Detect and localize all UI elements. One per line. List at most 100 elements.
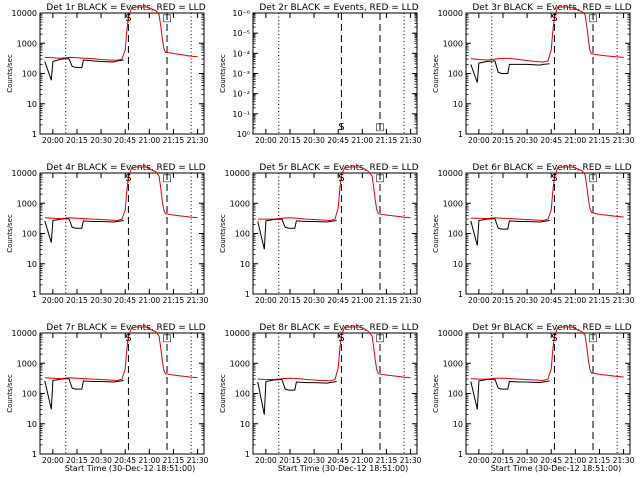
x-tick-label: 20:15 [66, 296, 88, 305]
plot-frame [252, 172, 418, 295]
y-axis-label: Counts/sec [432, 54, 440, 93]
time-marker-symbol: S [125, 13, 131, 24]
x-tick-label: 20:45 [540, 296, 562, 305]
x-tick-label: 20:30 [303, 136, 325, 145]
y-tick-label: 1 [32, 450, 37, 459]
x-tick-label: 20:30 [516, 136, 538, 145]
y-tick-label: 10000 [225, 169, 250, 178]
x-tick-label: 21:00 [352, 136, 374, 145]
y-tick-label: 10000 [12, 169, 37, 178]
plot-frame [252, 332, 418, 455]
x-axis-label: Start Time (30-Dec-12 18:51:00) [278, 464, 409, 473]
time-marker-symbol: □ [588, 333, 597, 344]
x-tick-label: 20:45 [327, 456, 349, 465]
chart-panel-7: Det 7r BLACK = Events, RED = LLD Counts/s… [6, 323, 209, 473]
chart-panel-1: Det 1r BLACK = Events, RED = LLD Counts/s… [6, 3, 209, 145]
time-marker-symbol: □ [588, 173, 597, 184]
x-tick-label: 21:15 [589, 456, 611, 465]
y-axis-label: Counts/sec [6, 54, 14, 93]
y-axis-label: Counts/sec [219, 374, 227, 413]
x-tick-label: 21:30 [187, 136, 209, 145]
x-tick-label: 20:00 [255, 456, 277, 465]
plot-frame [39, 12, 205, 135]
x-tick-label: 21:15 [163, 456, 185, 465]
y-tick-label: 1 [32, 130, 37, 139]
y-tick-label: 1000 [443, 199, 463, 208]
y-tick-label: 10 [240, 420, 250, 429]
y-axis-label: Counts/sec [219, 54, 227, 93]
time-marker-symbol: S [125, 333, 131, 344]
y-tick-label: 1000 [443, 39, 463, 48]
y-tick-label: 10 [27, 100, 37, 109]
lld-series-line [257, 166, 411, 222]
y-tick-label: 10000 [225, 329, 250, 338]
time-marker-symbol: □ [162, 13, 171, 24]
x-tick-label: 20:30 [90, 456, 112, 465]
y-axis-label: Counts/sec [6, 374, 14, 413]
x-tick-label: 21:30 [187, 456, 209, 465]
x-tick-label: 21:15 [589, 136, 611, 145]
y-tick-label: 1 [245, 290, 250, 299]
x-tick-label: 20:45 [114, 456, 136, 465]
time-marker-symbol: □ [375, 333, 384, 344]
panel-title: Det 5r BLACK = Events, RED = LLD [259, 163, 418, 173]
plot-frame [465, 12, 631, 135]
x-tick-label: 20:30 [90, 296, 112, 305]
y-axis-label: Counts/sec [432, 214, 440, 253]
x-tick-label: 21:15 [376, 456, 398, 465]
x-tick-label: 21:00 [352, 296, 374, 305]
x-tick-label: 21:15 [163, 136, 185, 145]
plot-frame [39, 332, 205, 455]
x-tick-label: 21:30 [400, 296, 422, 305]
lld-series-line [257, 326, 411, 382]
y-tick-label: 1 [458, 450, 463, 459]
y-tick-label: 10⁻⁵ [232, 29, 250, 38]
x-tick-label: 20:15 [492, 456, 514, 465]
x-tick-label: 20:15 [492, 296, 514, 305]
events-series-line [257, 218, 337, 250]
x-tick-label: 21:00 [565, 296, 587, 305]
x-tick-label: 20:45 [114, 136, 136, 145]
time-marker-symbol: S [338, 333, 344, 344]
x-tick-label: 20:15 [66, 136, 88, 145]
x-tick-label: 20:45 [327, 136, 349, 145]
events-series-line [470, 378, 550, 410]
events-series-line [44, 378, 124, 410]
x-tick-label: 20:15 [492, 136, 514, 145]
y-tick-label: 10 [240, 260, 250, 269]
y-axis-label: Counts/sec [6, 214, 14, 253]
y-tick-label: 1000 [17, 199, 37, 208]
lld-series-line [44, 326, 198, 382]
x-tick-label: 21:00 [352, 456, 374, 465]
x-tick-label: 20:45 [540, 136, 562, 145]
time-marker-symbol: □ [588, 13, 597, 24]
x-tick-label: 21:30 [187, 296, 209, 305]
events-series-line [44, 218, 124, 243]
x-tick-label: 21:00 [139, 136, 161, 145]
y-tick-label: 100 [448, 390, 463, 399]
y-tick-label: 100 [22, 230, 37, 239]
events-series-line [257, 378, 337, 415]
lld-series-line [470, 166, 624, 222]
y-tick-label: 10⁻³ [232, 70, 250, 79]
x-tick-label: 20:15 [279, 136, 301, 145]
x-tick-label: 20:15 [279, 456, 301, 465]
panel-title: Det 9r BLACK = Events, RED = LLD [472, 323, 631, 333]
panel-title: Det 1r BLACK = Events, RED = LLD [46, 3, 205, 13]
y-tick-label: 10 [27, 260, 37, 269]
y-tick-label: 100 [235, 390, 250, 399]
x-tick-label: 21:15 [589, 296, 611, 305]
x-tick-label: 20:45 [540, 456, 562, 465]
panel-title: Det 2r BLACK = Events, RED = LLD [259, 3, 418, 13]
y-tick-label: 10 [27, 420, 37, 429]
x-tick-label: 21:30 [613, 296, 635, 305]
y-axis-label: Counts/sec [219, 214, 227, 253]
y-tick-label: 10000 [12, 329, 37, 338]
x-tick-label: 21:30 [613, 136, 635, 145]
y-tick-label: 10⁻⁴ [232, 49, 250, 58]
x-tick-label: 20:30 [90, 136, 112, 145]
time-marker-symbol: S [338, 173, 344, 184]
lld-series-line [470, 6, 624, 63]
y-tick-label: 1000 [230, 199, 250, 208]
y-axis-label: Counts/sec [432, 374, 440, 413]
